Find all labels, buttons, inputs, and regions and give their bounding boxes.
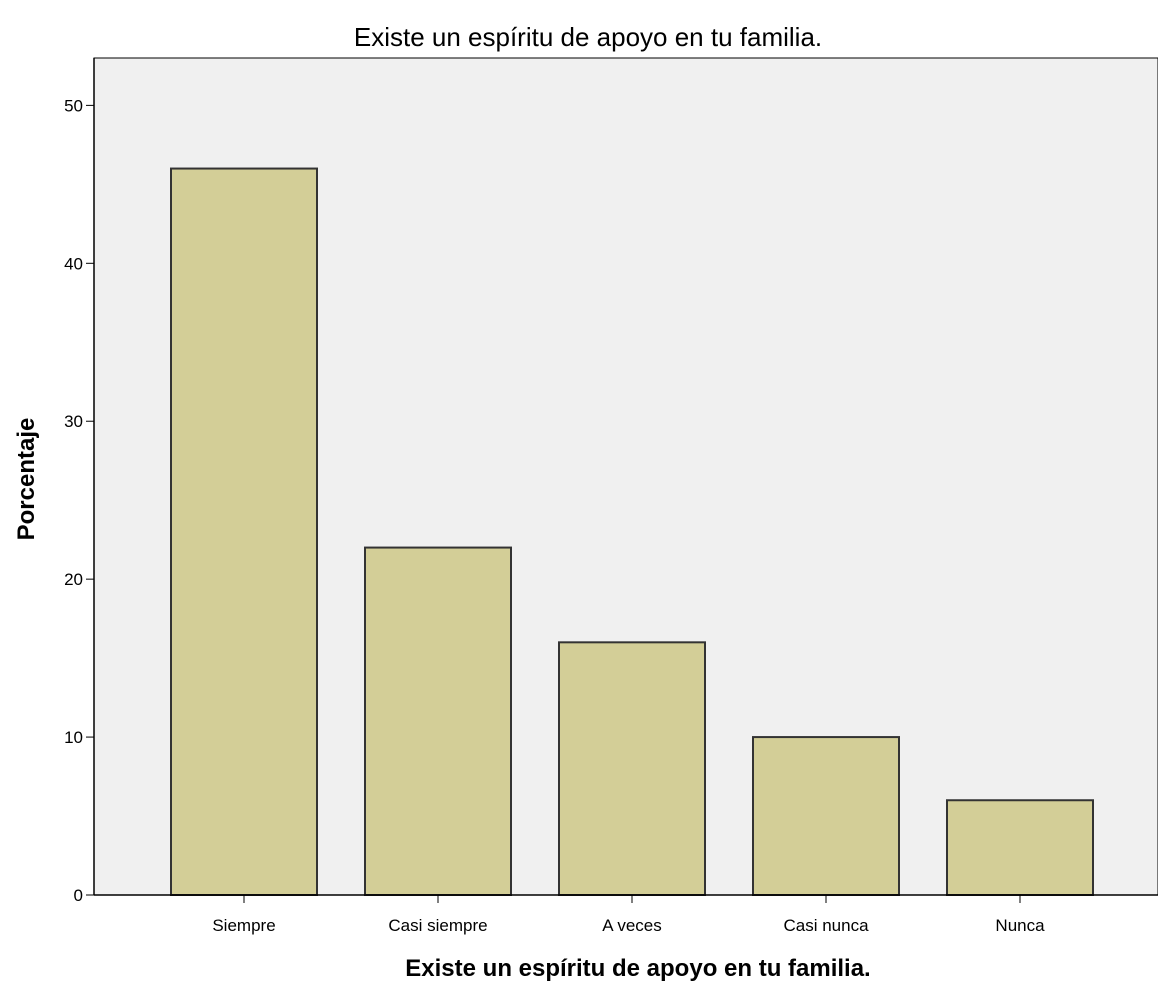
x-tick-label: Casi nunca xyxy=(783,916,869,935)
bar-siempre xyxy=(170,167,318,896)
y-tick-label: 10 xyxy=(64,728,83,747)
bar-a-veces xyxy=(558,641,706,896)
x-tick-label: Siempre xyxy=(212,916,275,935)
bar-casi-nunca xyxy=(752,736,900,897)
y-tick-label: 0 xyxy=(74,886,83,905)
x-tick-label: A veces xyxy=(602,916,662,935)
axes-layer: Siempre Casi siempre A veces Casi nunca Nunc… xyxy=(64,58,1158,935)
x-axis-title: Existe un espíritu de apoyo en tu famili… xyxy=(405,955,870,982)
bars-layer xyxy=(170,167,1094,897)
bar-casi-siempre xyxy=(364,546,512,896)
y-tick-label: 50 xyxy=(64,96,83,115)
y-tick-label: 30 xyxy=(64,412,83,431)
y-axis-title: Porcentaje xyxy=(13,418,40,541)
bar-nunca xyxy=(946,799,1094,897)
chart-title: Existe un espíritu de apoyo en tu famili… xyxy=(354,22,822,52)
y-tick-label: 20 xyxy=(64,570,83,589)
x-tick-label: Casi siempre xyxy=(388,916,487,935)
x-tick-label: Nunca xyxy=(995,916,1045,935)
y-tick-label: 40 xyxy=(64,254,83,273)
